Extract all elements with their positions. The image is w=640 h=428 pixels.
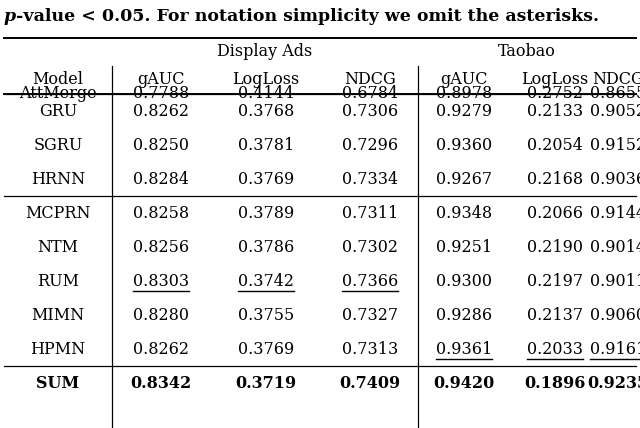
Text: 0.4144: 0.4144 xyxy=(238,86,294,102)
Text: 0.9279: 0.9279 xyxy=(436,102,492,119)
Text: 0.8256: 0.8256 xyxy=(133,238,189,256)
Text: 0.7302: 0.7302 xyxy=(342,238,398,256)
Text: 0.7334: 0.7334 xyxy=(342,170,398,187)
Text: 0.9360: 0.9360 xyxy=(436,137,492,154)
Text: 0.9060: 0.9060 xyxy=(590,306,640,324)
Text: AttMerge: AttMerge xyxy=(19,86,97,102)
Text: 0.2033: 0.2033 xyxy=(527,341,583,357)
Text: 0.2197: 0.2197 xyxy=(527,273,583,289)
Text: 0.7409: 0.7409 xyxy=(339,374,401,392)
Text: 0.7296: 0.7296 xyxy=(342,137,398,154)
Text: 0.9420: 0.9420 xyxy=(433,374,495,392)
Text: 0.2066: 0.2066 xyxy=(527,205,583,222)
Text: 0.7311: 0.7311 xyxy=(342,205,398,222)
Text: gAUC: gAUC xyxy=(137,71,185,89)
Text: 0.3789: 0.3789 xyxy=(238,205,294,222)
Text: 0.7306: 0.7306 xyxy=(342,102,398,119)
Text: 0.3769: 0.3769 xyxy=(238,170,294,187)
Text: GRU: GRU xyxy=(39,102,77,119)
Text: Taobao: Taobao xyxy=(498,44,556,60)
Text: 0.2133: 0.2133 xyxy=(527,102,583,119)
Text: SGRU: SGRU xyxy=(33,137,83,154)
Text: LogLoss: LogLoss xyxy=(232,71,300,89)
Text: 0.8342: 0.8342 xyxy=(131,374,191,392)
Text: 0.9267: 0.9267 xyxy=(436,170,492,187)
Text: 0.8262: 0.8262 xyxy=(133,102,189,119)
Text: 0.3769: 0.3769 xyxy=(238,341,294,357)
Text: 0.8262: 0.8262 xyxy=(133,341,189,357)
Text: -value < 0.05. For notation simplicity we omit the asterisks.: -value < 0.05. For notation simplicity w… xyxy=(16,8,599,25)
Text: HPMN: HPMN xyxy=(31,341,86,357)
Text: 0.7366: 0.7366 xyxy=(342,273,398,289)
Text: 0.9036: 0.9036 xyxy=(590,170,640,187)
Text: NDCG: NDCG xyxy=(592,71,640,89)
Text: 0.8284: 0.8284 xyxy=(133,170,189,187)
Text: Model: Model xyxy=(33,71,83,89)
Text: 0.2752: 0.2752 xyxy=(527,86,583,102)
Text: SUM: SUM xyxy=(36,374,79,392)
Text: 0.3755: 0.3755 xyxy=(238,306,294,324)
Text: Display Ads: Display Ads xyxy=(218,44,312,60)
Text: 0.9235: 0.9235 xyxy=(588,374,640,392)
Text: 0.2054: 0.2054 xyxy=(527,137,583,154)
Text: gAUC: gAUC xyxy=(440,71,488,89)
Text: 0.8978: 0.8978 xyxy=(436,86,492,102)
Text: NTM: NTM xyxy=(38,238,79,256)
Text: 0.3786: 0.3786 xyxy=(238,238,294,256)
Text: 0.9348: 0.9348 xyxy=(436,205,492,222)
Text: 0.9161: 0.9161 xyxy=(590,341,640,357)
Text: 0.2190: 0.2190 xyxy=(527,238,583,256)
Text: 0.9144: 0.9144 xyxy=(590,205,640,222)
Text: 0.7788: 0.7788 xyxy=(133,86,189,102)
Text: p: p xyxy=(4,8,16,25)
Text: 0.2168: 0.2168 xyxy=(527,170,583,187)
Text: 0.6784: 0.6784 xyxy=(342,86,398,102)
Text: 0.8258: 0.8258 xyxy=(133,205,189,222)
Text: 0.1896: 0.1896 xyxy=(524,374,586,392)
Text: 0.9251: 0.9251 xyxy=(436,238,492,256)
Text: 0.9300: 0.9300 xyxy=(436,273,492,289)
Text: 0.9052: 0.9052 xyxy=(590,102,640,119)
Text: RUM: RUM xyxy=(37,273,79,289)
Text: 0.9014: 0.9014 xyxy=(590,238,640,256)
Text: 0.8280: 0.8280 xyxy=(133,306,189,324)
Text: 0.9011: 0.9011 xyxy=(590,273,640,289)
Text: 0.7327: 0.7327 xyxy=(342,306,398,324)
Text: 0.9361: 0.9361 xyxy=(436,341,492,357)
Text: 0.3742: 0.3742 xyxy=(238,273,294,289)
Text: 0.8655: 0.8655 xyxy=(590,86,640,102)
Text: 0.9152: 0.9152 xyxy=(590,137,640,154)
Text: MIMN: MIMN xyxy=(31,306,84,324)
Text: 0.8303: 0.8303 xyxy=(133,273,189,289)
Text: HRNN: HRNN xyxy=(31,170,85,187)
Text: MCPRN: MCPRN xyxy=(25,205,91,222)
Text: 0.2137: 0.2137 xyxy=(527,306,583,324)
Text: 0.7313: 0.7313 xyxy=(342,341,398,357)
Text: 0.8250: 0.8250 xyxy=(133,137,189,154)
Text: 0.9286: 0.9286 xyxy=(436,306,492,324)
Text: NDCG: NDCG xyxy=(344,71,396,89)
Text: LogLoss: LogLoss xyxy=(522,71,589,89)
Text: 0.3768: 0.3768 xyxy=(238,102,294,119)
Text: 0.3719: 0.3719 xyxy=(236,374,296,392)
Text: 0.3781: 0.3781 xyxy=(238,137,294,154)
